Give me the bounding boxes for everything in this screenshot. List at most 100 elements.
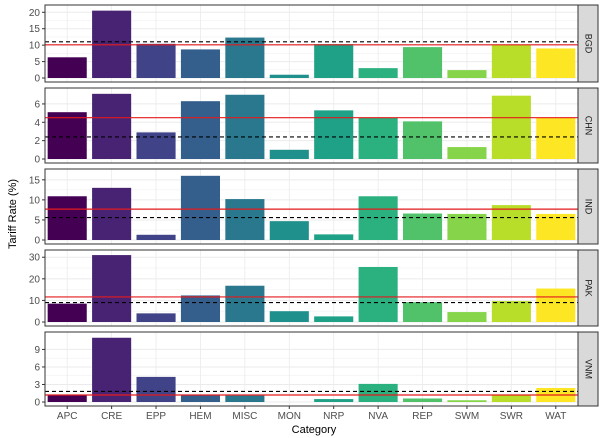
- facet-pak: 0 10 20 30 PAK: [29, 249, 599, 329]
- y-tick-label: 20: [29, 274, 41, 285]
- x-tick-label-epp: EPP: [146, 411, 166, 422]
- bar-ind-rep: [402, 213, 443, 240]
- facet-panels: 0 5 10 15 20 BGD 0 2 4 6 CHN 0 5 10 15 IND 0 10 20 30 PAK 0 3 6…: [29, 4, 599, 409]
- facet-strip-label: IND: [584, 199, 594, 215]
- y-tick-label: 10: [29, 41, 41, 52]
- y-tick-label: 15: [29, 175, 41, 186]
- bar-bgd-rep: [402, 47, 443, 78]
- y-tick-label: 9: [34, 345, 40, 356]
- bar-bgd-wat: [536, 48, 576, 78]
- x-axis-ticks: APC CRE EPP HEM MISC MON NRP NVA REP SWM SWR WAT: [57, 406, 566, 422]
- x-tick-label-apc: APC: [57, 411, 78, 422]
- facet-strip: [577, 168, 599, 245]
- facet-bgd: 0 5 10 15 20 BGD: [29, 4, 599, 85]
- y-tick-label: 10: [29, 296, 41, 307]
- x-tick-label-nrp: NRP: [323, 411, 344, 422]
- bar-vnm-swr: [491, 394, 531, 402]
- x-axis-title: Category: [292, 424, 337, 436]
- facet-strip: [577, 331, 599, 407]
- x-tick-label-rep: REP: [412, 411, 433, 422]
- facet-strip: [577, 4, 599, 83]
- bar-chn-nva: [358, 117, 398, 159]
- bar-bgd-apc: [47, 57, 87, 78]
- facet-strip: [577, 249, 599, 327]
- bar-pak-swr: [491, 301, 531, 322]
- x-tick-label-wat: WAT: [545, 411, 566, 422]
- bar-ind-hem: [180, 175, 221, 240]
- bar-chn-epp: [136, 132, 176, 159]
- facet-strip-label: CHN: [584, 116, 594, 136]
- bar-bgd-nva: [358, 68, 398, 78]
- facet-strip-label: PAK: [584, 279, 594, 296]
- bar-vnm-cre: [92, 337, 132, 402]
- y-tick-label: 6: [34, 99, 40, 110]
- bar-pak-cre: [92, 255, 132, 322]
- facet-vnm: 0 3 6 9 VNM: [34, 331, 599, 409]
- facet-strip-label: BGD: [584, 34, 594, 54]
- x-tick-label-hem: HEM: [189, 411, 211, 422]
- y-tick-label: 0: [34, 155, 40, 166]
- bar-ind-apc: [47, 196, 87, 240]
- bar-chn-mon: [269, 149, 309, 159]
- bar-chn-rep: [402, 121, 443, 159]
- bar-vnm-apc: [47, 394, 87, 402]
- y-tick-label: 2: [34, 136, 40, 147]
- panel-background: [45, 5, 578, 82]
- bar-vnm-epp: [136, 376, 176, 402]
- x-tick-label-swr: SWR: [500, 411, 523, 422]
- y-tick-label: 0: [34, 398, 40, 409]
- bar-chn-apc: [47, 112, 87, 159]
- bar-bgd-swr: [491, 44, 531, 78]
- bar-pak-wat: [536, 288, 576, 322]
- y-tick-label: 5: [34, 215, 40, 226]
- panel-background: [45, 332, 578, 406]
- bar-bgd-nrp: [314, 44, 354, 78]
- x-tick-label-mon: MON: [278, 411, 301, 422]
- bar-vnm-hem: [180, 394, 221, 402]
- bar-bgd-hem: [180, 49, 221, 78]
- bar-ind-wat: [536, 213, 576, 240]
- y-tick-label: 10: [29, 195, 41, 206]
- bar-pak-apc: [47, 303, 87, 322]
- bar-ind-swr: [491, 205, 531, 240]
- panel-background: [45, 169, 578, 244]
- x-tick-label-misc: MISC: [232, 411, 257, 422]
- bar-vnm-nrp: [314, 399, 354, 402]
- facet-strip: [577, 87, 599, 164]
- y-tick-label: 20: [29, 8, 41, 19]
- bar-ind-cre: [92, 187, 132, 240]
- y-tick-label: 0: [34, 236, 40, 247]
- bar-chn-swr: [491, 95, 531, 159]
- y-tick-label: 6: [34, 362, 40, 373]
- panel-background: [45, 250, 578, 326]
- bar-pak-nva: [358, 266, 398, 322]
- bar-ind-misc: [225, 199, 265, 240]
- bar-bgd-mon: [269, 74, 309, 78]
- y-tick-label: 0: [34, 318, 40, 329]
- bar-ind-epp: [136, 234, 176, 240]
- bar-ind-nva: [358, 196, 398, 240]
- bar-chn-misc: [225, 94, 265, 159]
- bar-chn-hem: [180, 101, 221, 159]
- bar-chn-wat: [536, 117, 576, 159]
- y-tick-label: 4: [34, 118, 40, 129]
- bar-chn-nrp: [314, 110, 354, 159]
- bar-bgd-epp: [136, 43, 176, 78]
- bar-chn-cre: [92, 93, 132, 159]
- bar-bgd-swm: [447, 70, 487, 78]
- bar-pak-hem: [180, 295, 221, 322]
- bar-pak-mon: [269, 311, 309, 322]
- y-tick-label: 30: [29, 253, 41, 264]
- y-tick-label: 0: [34, 74, 40, 85]
- x-tick-label-cre: CRE: [101, 411, 122, 422]
- bar-pak-swm: [447, 312, 487, 322]
- panel-background: [45, 88, 578, 163]
- facet-ind: 0 5 10 15 IND: [29, 168, 599, 247]
- x-tick-label-nva: NVA: [368, 411, 388, 422]
- bar-ind-mon: [269, 221, 309, 240]
- facet-strip-label: VNM: [584, 359, 594, 379]
- y-tick-label: 3: [34, 380, 40, 391]
- bar-vnm-rep: [402, 398, 443, 402]
- bar-pak-rep: [402, 302, 443, 322]
